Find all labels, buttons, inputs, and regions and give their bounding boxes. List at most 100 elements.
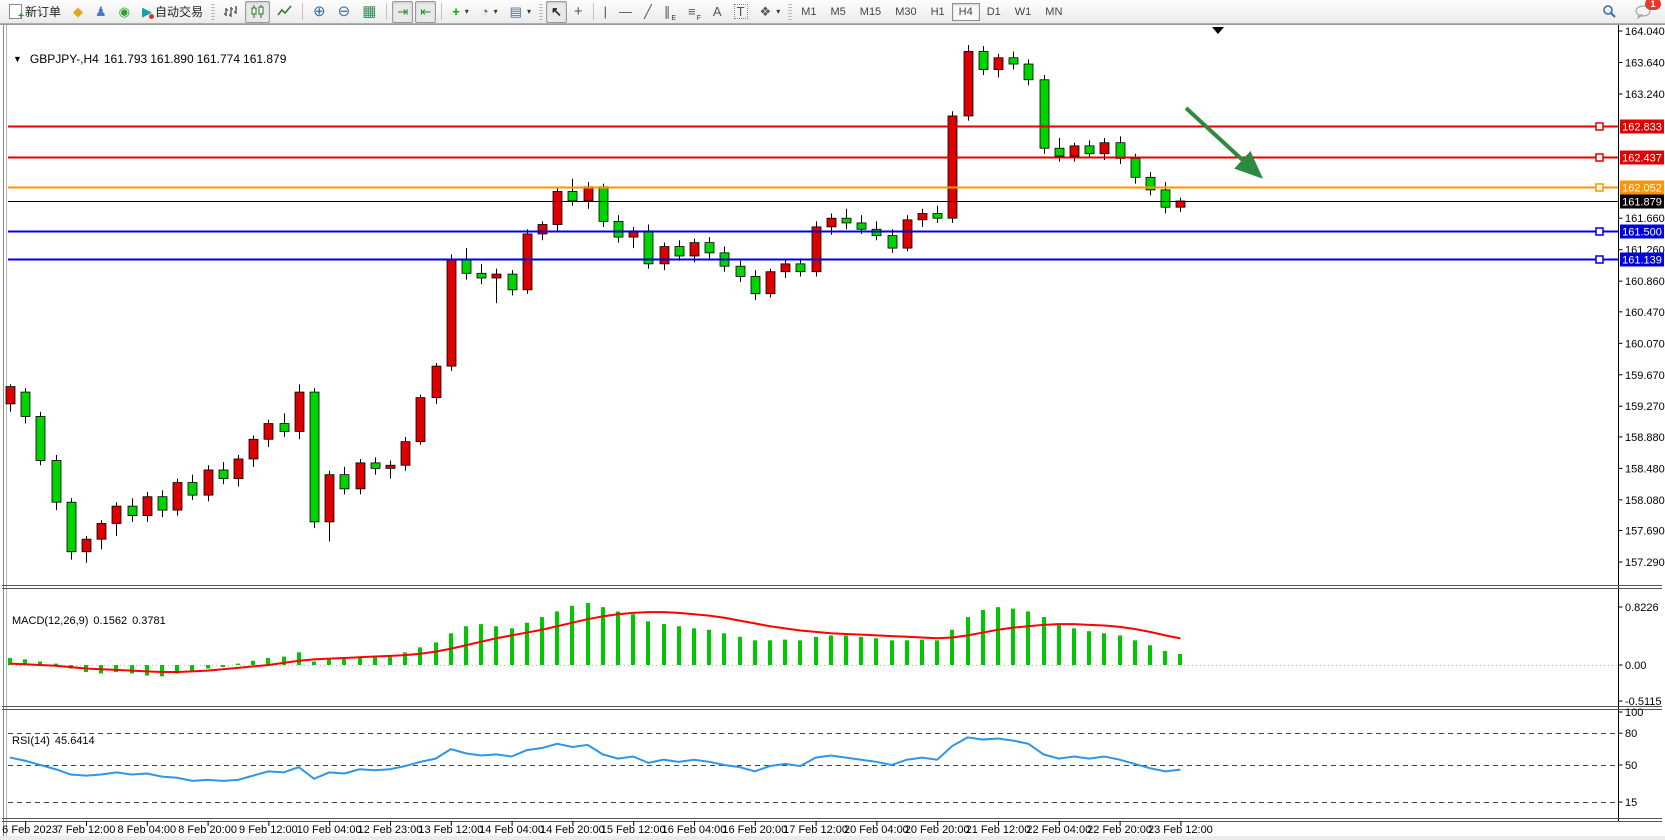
macd-axis-tick: 0.8226 (1625, 602, 1659, 614)
level-line-handle (1595, 255, 1604, 264)
toolbar-grip (538, 3, 543, 20)
auto-scroll-icon: ⇥ (397, 4, 409, 19)
cursor-tool-button[interactable]: ↖ (545, 0, 567, 23)
metaeditor-icon: ◆ (73, 4, 84, 19)
price-axis-tick: 160.860 (1625, 276, 1665, 288)
time-axis-label: 8 Feb 04:00 (117, 824, 176, 836)
zoom-in-button[interactable]: ⊕ (308, 1, 331, 23)
time-axis-label: 21 Feb 12:00 (966, 824, 1031, 836)
fibonacci-tool-button[interactable]: ≡ F (683, 1, 706, 23)
price-axis-tick: 158.080 (1625, 495, 1665, 507)
signals-icon: ◉ (118, 4, 131, 19)
line-chart-mode-button[interactable] (272, 1, 297, 23)
rsi-axis-tick: 15 (1625, 797, 1637, 809)
metaeditor-button[interactable]: ◆ (68, 1, 88, 23)
rsi-axis-tick: 50 (1625, 760, 1637, 772)
label-tool-button[interactable]: T (729, 1, 753, 23)
price-level-badge: 161.139 (1622, 255, 1662, 267)
channel-icon: ∥ (663, 4, 671, 19)
macd-axis-tick: 0.00 (1625, 660, 1646, 672)
templates-button[interactable]: ▤ ▾ (505, 1, 536, 23)
timeframe-button-H4[interactable]: H4 (951, 2, 980, 21)
fibonacci-sub-label: F (696, 14, 701, 22)
community-icon: ♟ (95, 4, 107, 19)
template-icon: ▤ (509, 4, 522, 19)
time-axis-label: 9 Feb 12:00 (239, 824, 298, 836)
time-axis-label: 14 Feb 04:00 (479, 824, 544, 836)
shapes-tool-button[interactable]: ❖ ▾ (755, 1, 786, 23)
auto-scroll-button[interactable]: ⇥ (392, 0, 414, 23)
search-icon (1603, 5, 1616, 18)
horizontal-line-tool-button[interactable]: — (614, 1, 637, 23)
price-axis-tick: 160.470 (1625, 307, 1665, 319)
price-axis-tick: 160.070 (1625, 338, 1665, 350)
channel-sub-label: E (671, 14, 677, 22)
new-order-label: 新订单 (25, 5, 62, 19)
chat-button[interactable]: 1 (1630, 0, 1661, 23)
timeframe-button-M5[interactable]: M5 (830, 5, 846, 18)
zoom-out-button[interactable]: ⊖ (333, 1, 356, 23)
text-icon: A (712, 4, 722, 19)
level-line-handle (1595, 122, 1604, 131)
chevron-down-icon: ▾ (776, 7, 781, 16)
trendline-tool-button[interactable]: ╱ (639, 1, 657, 23)
time-axis-label: 6 Feb 2023 (2, 824, 58, 836)
chart-window[interactable]: 164.040 163.640 163.240 161.660 161.260 160.8… (0, 24, 1665, 840)
timeframe-button-D1[interactable]: D1 (986, 5, 1001, 18)
main-toolbar: 新订单 ◆ ♟ ◉ ▶ 自动交易 ⊕ ⊖ ▦ ⇥ ⇤ + (0, 0, 1665, 24)
community-button[interactable]: ♟ (90, 1, 112, 23)
price-axis-tick: 158.480 (1625, 463, 1665, 475)
time-axis-label: 23 Feb 12:00 (1148, 824, 1213, 836)
chart-canvas[interactable]: 164.040163.640163.240161.660161.260160.8… (0, 24, 1665, 840)
search-button[interactable] (1597, 1, 1622, 23)
auto-trading-label: 自动交易 (155, 5, 204, 19)
trend-arrow-annotation[interactable] (1184, 106, 1263, 179)
timeframe-button-M30[interactable]: M30 (895, 5, 917, 18)
channel-tool-button[interactable]: ∥ E (659, 1, 681, 23)
shapes-icon: ❖ (759, 4, 772, 19)
chevron-down-icon: ▾ (493, 7, 498, 16)
periods-button[interactable]: ◔ ▾ (476, 1, 503, 23)
time-axis-label: 12 Feb 23:00 (358, 824, 423, 836)
clock-icon: ◔ (480, 4, 489, 19)
vertical-line-tool-button[interactable]: | (599, 1, 612, 23)
add-indicator-icon: + (452, 4, 460, 19)
tile-windows-button[interactable]: ▦ (357, 1, 381, 23)
candlestick-mode-button[interactable] (245, 0, 271, 23)
crosshair-tool-button[interactable]: + (569, 1, 588, 23)
candlestick-icon (251, 5, 264, 18)
add-indicator-button[interactable]: + ▾ (447, 1, 474, 23)
signals-button[interactable]: ◉ (114, 1, 135, 23)
rsi-line (9, 736, 1181, 782)
candlestick-series (5, 45, 1186, 563)
chart-shift-marker[interactable] (1212, 27, 1224, 34)
timeframe-button-H1[interactable]: H1 (930, 5, 945, 18)
timeframe-button-MN[interactable]: MN (1045, 5, 1063, 18)
chevron-down-icon: ▾ (464, 7, 469, 16)
vertical-line-icon: | (603, 4, 608, 19)
time-axis-label: 14 Feb 20:00 (540, 824, 605, 836)
label-icon: T (733, 4, 748, 19)
price-level-badge: 162.833 (1622, 122, 1662, 134)
price-level-lines[interactable] (8, 119, 1664, 267)
chart-shift-icon: ⇤ (420, 4, 432, 19)
time-axis-label: 20 Feb 04:00 (844, 824, 909, 836)
rsi-axis-tick: 100 (1625, 707, 1643, 719)
price-axis-tick: 164.040 (1625, 26, 1665, 38)
tile-windows-icon: ▦ (362, 3, 377, 20)
timeframe-button-W1[interactable]: W1 (1014, 5, 1032, 18)
macd-signal-line (9, 611, 1181, 674)
timeframe-button-M1[interactable]: M1 (801, 5, 817, 18)
text-tool-button[interactable]: A (708, 1, 727, 23)
chart-shift-button[interactable]: ⇤ (415, 0, 437, 23)
price-level-badge: 162.437 (1622, 153, 1662, 165)
price-axis-tick: 159.270 (1625, 401, 1665, 413)
horizontal-line-icon: — (619, 4, 633, 19)
price-axis-tick: 161.660 (1625, 213, 1665, 225)
auto-trading-button[interactable]: ▶ 自动交易 (137, 1, 208, 23)
new-order-button[interactable]: 新订单 (4, 1, 66, 23)
bar-chart-mode-button[interactable] (218, 1, 243, 23)
timeframe-button-M15[interactable]: M15 (859, 5, 882, 18)
zoom-out-icon: ⊖ (337, 3, 351, 20)
macd-axis-tick: -0.5115 (1625, 696, 1662, 708)
